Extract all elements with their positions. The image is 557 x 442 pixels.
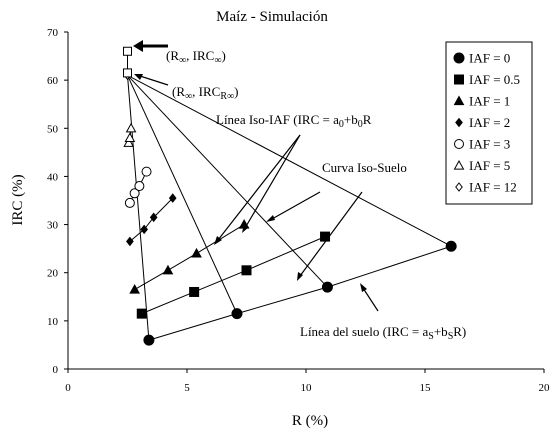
x-tick-label: 15 xyxy=(420,382,432,394)
data-point xyxy=(445,240,457,252)
iso-iaf-line xyxy=(148,245,452,341)
y-axis-label: IRC (%) xyxy=(10,174,26,225)
legend-marker xyxy=(455,182,463,192)
legend-marker xyxy=(453,52,465,64)
legend-label: IAF = 12 xyxy=(469,180,517,195)
data-point xyxy=(320,231,331,242)
annotation-r-inf-rinf: (R∞, IRCR∞) xyxy=(172,84,238,102)
data-point xyxy=(123,46,132,56)
legend: IAF = 0 IAF = 0.5 IAF = 1 IAF = 2 IAF = 3 IAF… xyxy=(445,41,533,205)
legend-marker xyxy=(454,74,464,85)
legend-marker xyxy=(453,159,465,170)
legend-label: IAF = 0 xyxy=(469,51,510,66)
y-tick-label: 0 xyxy=(53,364,59,376)
arrow-r-inf-rinf-head xyxy=(134,74,143,80)
arrow-iso-suelo-a xyxy=(271,191,321,220)
legend-label: IAF = 3 xyxy=(469,137,510,152)
data-point xyxy=(168,193,177,203)
arrow-iso-iaf-a-head xyxy=(214,236,222,245)
legend-marker xyxy=(455,117,463,128)
x-tick-label: 0 xyxy=(65,382,71,394)
arrow-iso-iaf-a xyxy=(217,134,301,241)
data-point xyxy=(124,132,136,143)
legend-label: IAF = 0.5 xyxy=(469,72,520,87)
data-point xyxy=(162,264,174,275)
data-point xyxy=(143,334,155,346)
y-tick-label: 20 xyxy=(47,268,59,280)
x-tick-label: 10 xyxy=(301,382,313,394)
data-point xyxy=(129,284,140,294)
data-point xyxy=(123,137,135,147)
data-point xyxy=(191,247,202,258)
y-tick-label: 60 xyxy=(47,75,59,87)
arrow-r-inf-rinf xyxy=(139,75,169,86)
legend-marker xyxy=(454,139,464,149)
legend-label: IAF = 1 xyxy=(469,94,510,109)
chart-title: Maíz - Simulación xyxy=(216,9,328,25)
annotation-soil-line: Línea del suelo (IRC = aS+bSR) xyxy=(300,324,466,342)
annotation-arrows xyxy=(133,40,379,312)
annotation-iso-suelo: Curva Iso-Suelo xyxy=(322,160,407,175)
data-point xyxy=(124,197,135,208)
soil-line xyxy=(127,74,328,288)
arrow-iso-suelo-a-head xyxy=(266,215,275,222)
arrow-soil-line-head xyxy=(360,283,367,292)
arrow-iso-iaf-b-head xyxy=(242,224,249,233)
data-point xyxy=(231,308,243,320)
data-point xyxy=(241,265,252,276)
markers xyxy=(123,46,457,346)
arrow-soil-line xyxy=(362,287,379,312)
x-axis-label: R (%) xyxy=(292,413,328,429)
data-point xyxy=(129,188,140,199)
data-point xyxy=(141,166,152,177)
data-point xyxy=(126,236,134,247)
legend-marker xyxy=(453,95,465,106)
annotation-r-inf: (R∞, IRC∞) xyxy=(166,48,226,66)
arrow-iso-suelo-b-head xyxy=(297,272,303,281)
data-point xyxy=(149,212,158,223)
x-tick-label: 20 xyxy=(539,382,551,394)
data-point xyxy=(140,224,149,235)
data-point xyxy=(134,181,145,192)
soil-line xyxy=(127,75,150,341)
soil-line xyxy=(127,74,452,247)
y-tick-label: 10 xyxy=(47,316,59,328)
ticks: 0 5 10 15 20 0 10 20 30 40 50 60 70 xyxy=(47,27,550,394)
iso-iaf-line xyxy=(141,236,326,315)
arrow-r-inf-head xyxy=(133,40,143,52)
iso-iaf-line xyxy=(129,197,174,242)
y-tick-label: 70 xyxy=(47,27,59,39)
arrow-iso-suelo-b xyxy=(299,191,363,277)
data-point xyxy=(136,308,147,319)
data-point xyxy=(123,68,132,78)
arrow-iso-iaf-b xyxy=(244,134,301,229)
data-point xyxy=(125,122,137,133)
y-tick-label: 40 xyxy=(47,171,59,183)
data-point xyxy=(321,281,333,293)
data-point xyxy=(189,286,200,297)
soil-line xyxy=(127,75,238,314)
y-tick-label: 30 xyxy=(47,220,59,232)
legend-label: IAF = 5 xyxy=(469,158,510,173)
legend-label: IAF = 2 xyxy=(469,115,510,130)
annotation-iso-iaf: Línea Iso-IAF (IRC = a0+b0R xyxy=(216,112,372,130)
y-tick-label: 50 xyxy=(47,123,59,135)
x-tick-label: 5 xyxy=(184,382,190,394)
